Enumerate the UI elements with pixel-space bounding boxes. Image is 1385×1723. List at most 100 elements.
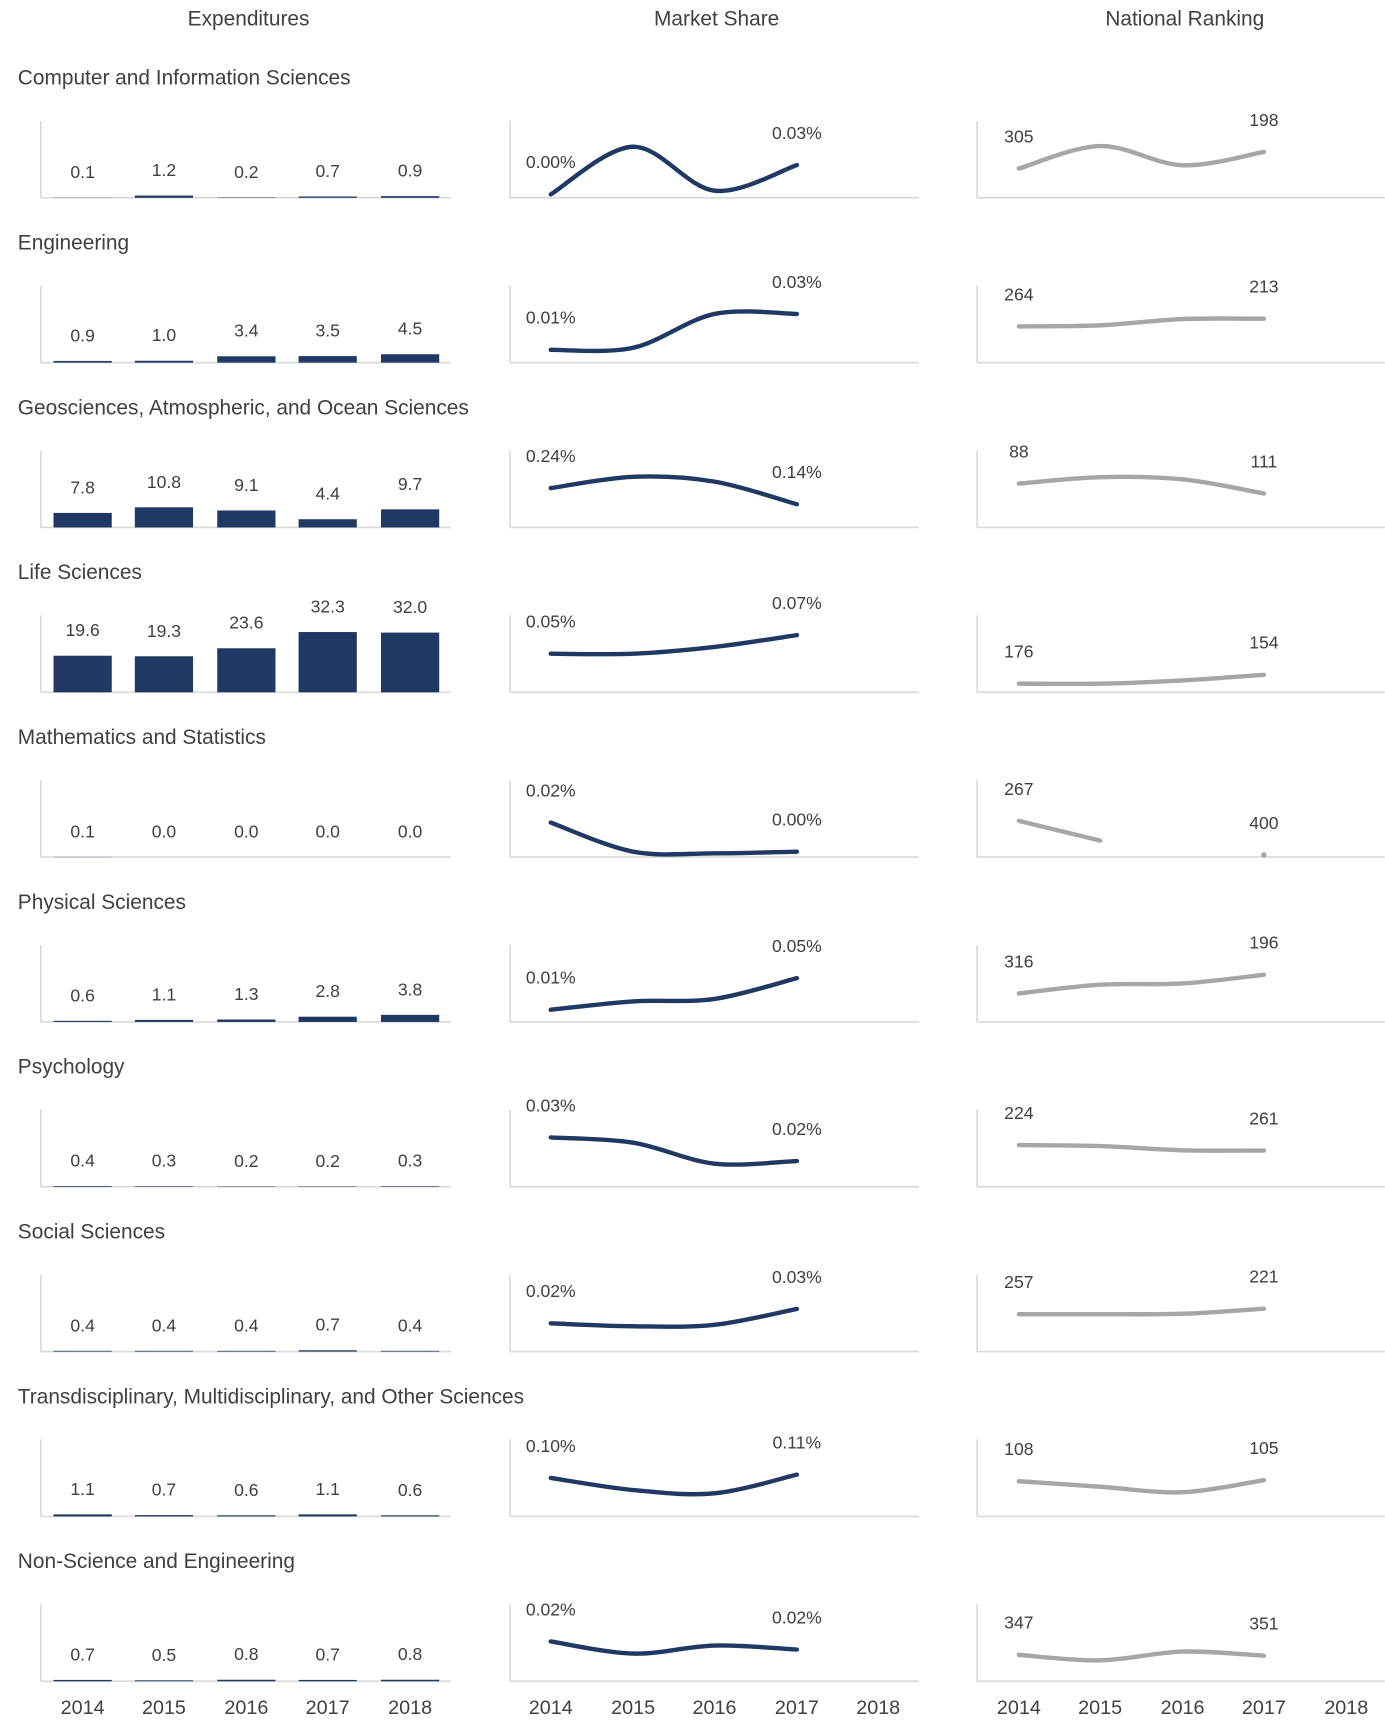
bar bbox=[53, 360, 112, 363]
row-title: Engineering bbox=[18, 231, 129, 254]
data-label: 0.0 bbox=[234, 822, 259, 842]
data-label: 0.5 bbox=[152, 1645, 177, 1665]
x-tick-label: 2016 bbox=[1161, 1697, 1205, 1719]
data-label: 0.6 bbox=[70, 985, 94, 1005]
data-label: 0.05% bbox=[526, 612, 576, 632]
bar bbox=[380, 1679, 440, 1682]
x-tick-label: 2015 bbox=[1078, 1697, 1122, 1719]
data-label: 4.5 bbox=[398, 319, 423, 339]
data-label: 0.00% bbox=[526, 152, 576, 172]
bar bbox=[134, 507, 194, 528]
bar bbox=[380, 1186, 440, 1187]
bar bbox=[380, 1014, 440, 1022]
bar bbox=[134, 656, 194, 693]
data-label: 0.6 bbox=[234, 1480, 258, 1500]
data-label: 1.1 bbox=[152, 984, 176, 1004]
data-label: 10.8 bbox=[147, 472, 181, 492]
data-label: 224 bbox=[1004, 1103, 1034, 1123]
x-tick-label: 2014 bbox=[61, 1697, 105, 1719]
row-title: Geosciences, Atmospheric, and Ocean Scie… bbox=[18, 396, 469, 419]
data-label: 0.1 bbox=[70, 821, 94, 841]
sparkline bbox=[1016, 1142, 1267, 1153]
data-label: 261 bbox=[1249, 1108, 1278, 1128]
data-label: 0.9 bbox=[70, 325, 94, 345]
row-title: Mathematics and Statistics bbox=[18, 726, 266, 749]
column-header: Market Share bbox=[654, 7, 779, 30]
data-label: 198 bbox=[1249, 110, 1279, 130]
bar bbox=[217, 1019, 276, 1022]
data-label: 0.4 bbox=[70, 1150, 95, 1170]
row-title: Physical Sciences bbox=[18, 891, 186, 914]
bar bbox=[298, 519, 357, 528]
column-header: Expenditures bbox=[188, 7, 310, 30]
data-label: 267 bbox=[1004, 779, 1033, 799]
data-label: 88 bbox=[1009, 441, 1029, 461]
bar bbox=[298, 196, 357, 198]
row-title: Psychology bbox=[18, 1056, 125, 1079]
sparkline bbox=[548, 632, 800, 657]
bar bbox=[134, 1186, 194, 1187]
bar bbox=[380, 1515, 440, 1517]
bar bbox=[380, 354, 440, 363]
bar bbox=[53, 1514, 112, 1517]
data-label: 9.1 bbox=[234, 475, 258, 495]
sparkline bbox=[548, 975, 800, 1012]
data-label: 1.2 bbox=[152, 160, 176, 180]
data-label: 108 bbox=[1004, 1439, 1034, 1459]
bar bbox=[298, 1679, 357, 1682]
data-label: 105 bbox=[1249, 1438, 1279, 1458]
sparkline bbox=[548, 1472, 800, 1497]
data-label: 264 bbox=[1004, 284, 1034, 304]
bar bbox=[217, 356, 276, 363]
column-header: National Ranking bbox=[1105, 7, 1264, 30]
bar bbox=[134, 1350, 194, 1352]
data-label: 0.6 bbox=[398, 1480, 422, 1500]
bar bbox=[298, 632, 357, 693]
row-title: Computer and Information Sciences bbox=[18, 67, 351, 90]
row-title: Life Sciences bbox=[18, 561, 142, 584]
data-label: 0.9 bbox=[398, 161, 422, 181]
data-label: 19.6 bbox=[66, 620, 100, 640]
data-label: 0.10% bbox=[526, 1436, 576, 1456]
bar bbox=[53, 655, 112, 693]
data-label: 32.0 bbox=[393, 597, 427, 617]
data-label: 0.05% bbox=[772, 936, 822, 956]
bar bbox=[298, 356, 357, 363]
sparkline bbox=[1016, 316, 1267, 329]
data-label: 0.0 bbox=[398, 822, 423, 842]
data-label: 0.3 bbox=[152, 1151, 176, 1171]
bar bbox=[217, 1350, 276, 1352]
x-tick-label: 2014 bbox=[529, 1697, 573, 1719]
sparkline bbox=[548, 820, 800, 857]
data-label: 0.07% bbox=[772, 593, 822, 613]
data-label: 2.8 bbox=[315, 981, 340, 1001]
line-point bbox=[1261, 852, 1267, 858]
data-label: 0.7 bbox=[70, 1644, 94, 1664]
data-label: 0.7 bbox=[315, 161, 339, 181]
x-tick-label: 2014 bbox=[997, 1697, 1041, 1719]
data-label: 0.03% bbox=[772, 1267, 822, 1287]
bar bbox=[380, 632, 440, 693]
bar bbox=[217, 1679, 276, 1682]
data-label: 257 bbox=[1004, 1272, 1033, 1292]
data-label: 0.03% bbox=[772, 272, 822, 292]
sparkline bbox=[1016, 474, 1267, 496]
sparkline bbox=[1016, 143, 1267, 171]
data-label: 3.5 bbox=[315, 321, 340, 341]
data-label: 196 bbox=[1249, 933, 1278, 953]
data-label: 0.01% bbox=[526, 308, 576, 328]
data-label: 32.3 bbox=[311, 597, 345, 617]
data-label: 154 bbox=[1249, 633, 1279, 653]
sparkline bbox=[1016, 818, 1103, 843]
data-label: 1.3 bbox=[234, 984, 258, 1004]
data-label: 3.4 bbox=[234, 321, 259, 341]
data-label: 7.8 bbox=[70, 477, 95, 497]
x-tick-label: 2017 bbox=[1242, 1697, 1286, 1719]
data-label: 0.7 bbox=[152, 1480, 176, 1500]
bar bbox=[217, 648, 276, 693]
data-label: 1.1 bbox=[315, 1479, 339, 1499]
sparkline bbox=[548, 1306, 800, 1329]
data-label: 221 bbox=[1249, 1267, 1278, 1287]
